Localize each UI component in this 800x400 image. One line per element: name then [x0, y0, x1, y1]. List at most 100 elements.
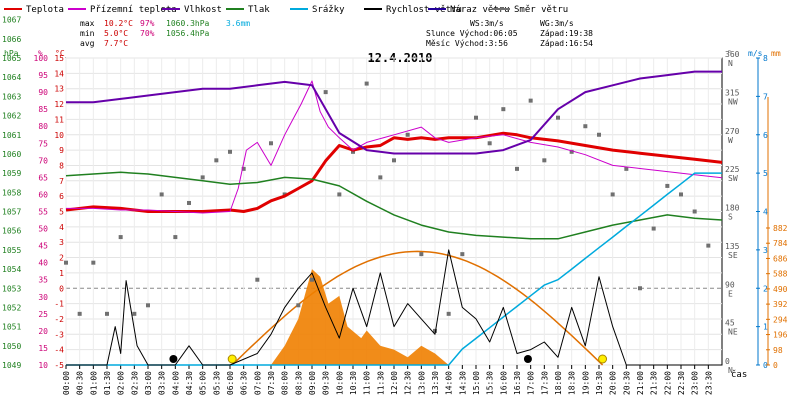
wind-direction-point [692, 209, 697, 214]
tick-temperature: 13 [54, 85, 64, 94]
stats-value: 10.2°C [104, 19, 133, 28]
right-unit-mm: mm [771, 49, 781, 58]
legend-label: Náraz větru [450, 5, 510, 15]
tick-ms: 4 [763, 208, 768, 217]
tick-x: 23:30 [704, 371, 713, 395]
tick-humidity: 85 [38, 105, 48, 114]
tick-ms: 3 [763, 246, 768, 255]
tick-humidity: 10 [38, 361, 48, 370]
tick-x: 06:30 [240, 371, 249, 395]
tick-mm: 686 [773, 254, 788, 263]
tick-ms: 2 [763, 284, 768, 293]
left-unit-pct: % [38, 49, 43, 58]
tick-temperature: 9 [59, 146, 64, 155]
wind-direction-point [433, 328, 437, 333]
tick-direction: 360 [725, 50, 740, 59]
wind-direction-point [624, 166, 629, 171]
wind-direction-point [132, 311, 137, 316]
tick-direction-letter: SW [728, 174, 738, 183]
legend: Teplota Přízemní teplota Vlhkost Tlak Srážky… [4, 5, 568, 15]
tick-x: 07:30 [267, 371, 276, 395]
stats-label: avg [80, 39, 95, 48]
wind-direction-point [419, 252, 424, 257]
wind-direction-point [528, 98, 533, 103]
moon-marker [523, 355, 532, 363]
tick-direction: 180 [725, 204, 740, 213]
tick-hpa: 1063 [2, 92, 21, 101]
stats-value: 97% [140, 19, 155, 28]
tick-x: 05:30 [212, 371, 221, 395]
tick-x: 16:30 [513, 371, 522, 395]
tick-humidity: 20 [38, 327, 48, 336]
tick-direction-letter: S [728, 213, 733, 222]
tick-direction-letter: N [728, 59, 733, 68]
legend-label: Teplota [26, 5, 64, 15]
wind-direction-point [679, 192, 683, 197]
tick-x: 02:30 [130, 371, 139, 395]
tick-humidity: 60 [38, 190, 48, 199]
tick-x: 20:30 [622, 371, 631, 395]
tick-x: 00:00 [62, 371, 71, 395]
stats-value: 5.0°C [104, 29, 128, 38]
wind-direction-point [487, 141, 492, 146]
legend-label: Vlhkost [184, 5, 222, 15]
tick-humidity: 30 [38, 293, 48, 302]
wind-direction-point [118, 235, 123, 240]
tick-temperature: 12 [54, 100, 64, 109]
tick-temperature: 4 [59, 223, 64, 232]
tick-hpa: 1052 [2, 303, 21, 312]
left-unit-hpa: hPa [4, 49, 19, 58]
sun-marker [598, 354, 608, 364]
wind-direction-point [405, 132, 410, 137]
wind-direction-point [460, 252, 465, 257]
wind-direction-point [200, 175, 205, 180]
tick-mm: 98 [773, 346, 783, 355]
wind-direction-point [187, 200, 191, 205]
tick-direction-letter: SE [728, 251, 738, 260]
tick-x: 22:30 [677, 371, 686, 395]
tick-direction-letter: W [728, 136, 733, 145]
wind-direction-point [542, 158, 547, 163]
tick-hpa: 1057 [2, 208, 21, 217]
tick-x: 09:30 [322, 371, 331, 395]
tick-x: 20:00 [609, 371, 618, 395]
series-line-sr-ky [66, 172, 722, 366]
wind-direction-point [228, 149, 232, 154]
info-sunset: Západ:19:38 [540, 29, 593, 38]
tick-x: 17:30 [540, 371, 549, 395]
tick-x: 09:00 [308, 371, 317, 395]
tick-hpa: 1061 [2, 131, 21, 140]
wind-direction-point [159, 192, 164, 197]
wind-direction-point [569, 149, 574, 154]
wind-direction-point [392, 158, 396, 163]
tick-x: 18:30 [568, 371, 577, 395]
wind-direction-point [337, 192, 342, 197]
wind-direction-point [269, 141, 273, 146]
wind-direction-point [91, 260, 96, 265]
stats-value: 3.6mm [226, 19, 250, 28]
tick-temperature: 11 [54, 115, 64, 124]
tick-x: 06:00 [226, 371, 235, 395]
tick-hpa: 1053 [2, 284, 21, 293]
tick-x: 19:00 [581, 371, 590, 395]
stats-label: min [80, 29, 95, 38]
tick-x: 01:00 [89, 371, 98, 395]
wind-direction-point [77, 311, 82, 316]
tick-hpa: 1055 [2, 246, 21, 255]
wind-direction-point [378, 175, 383, 180]
tick-temperature: -5 [54, 361, 64, 370]
wind-direction-point [351, 149, 355, 154]
wind-direction-point [64, 260, 68, 265]
series-line-teplota [65, 131, 723, 213]
tick-temperature: 6 [59, 192, 64, 201]
tick-hpa: 1058 [2, 188, 21, 197]
tick-humidity: 80 [38, 122, 48, 131]
tick-direction: 135 [725, 242, 740, 251]
wind-direction-point [610, 192, 615, 197]
tick-humidity: 75 [38, 139, 48, 148]
tick-x: 11:30 [376, 371, 385, 395]
wind-direction-point [364, 81, 369, 86]
tick-x: 07:00 [253, 371, 262, 395]
tick-humidity: 45 [38, 242, 48, 251]
